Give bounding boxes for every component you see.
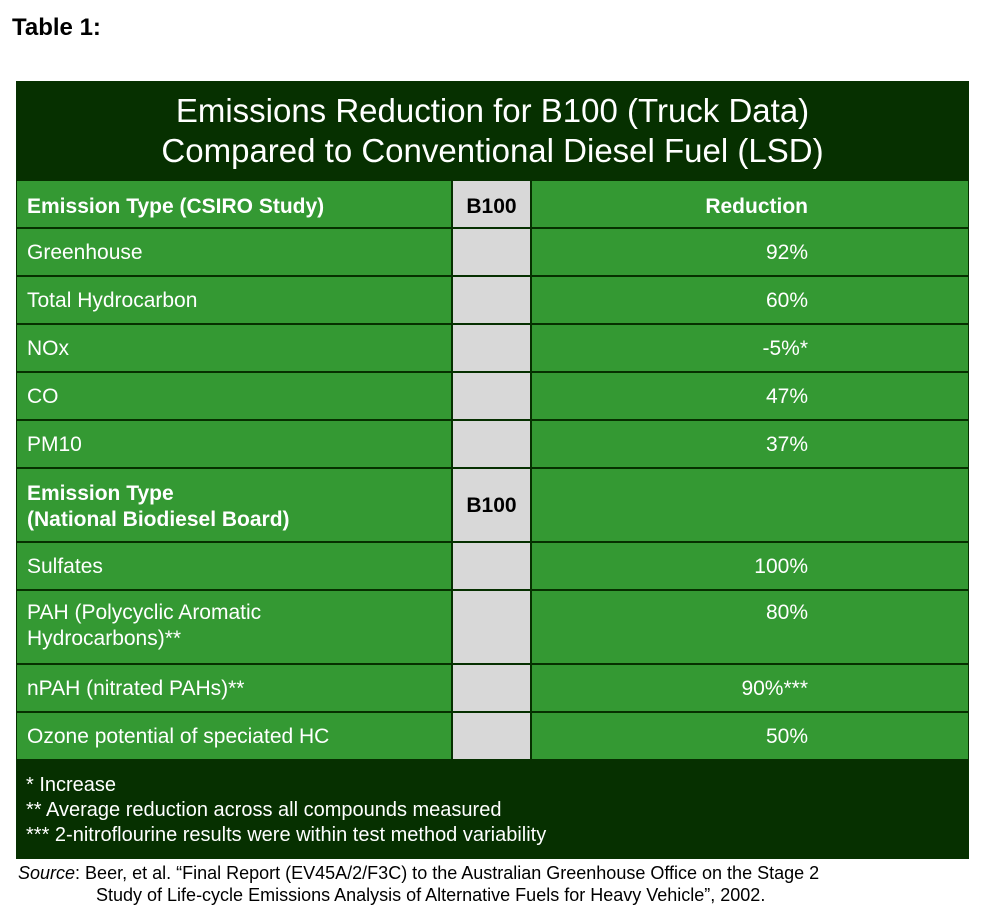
table-row: Total Hydrocarbon 60% (16, 277, 969, 323)
footnote: ** Average reduction across all compound… (26, 799, 502, 821)
title-line-1: Emissions Reduction for B100 (Truck Data… (175, 92, 810, 129)
emission-type: Ozone potential of speciated HC (27, 725, 330, 748)
reduction-value: 90%*** (741, 677, 808, 700)
source-text-line-1: : Beer, et al. “Final Report (EV45A/2/F3… (75, 863, 820, 883)
header-reduction: Reduction (705, 195, 808, 218)
table-grid: Emission Type (CSIRO Study) B100 Reducti… (16, 181, 969, 759)
source-text-line-2: Study of Life-cycle Emissions Analysis o… (96, 885, 766, 905)
emission-type: NOx (27, 337, 69, 360)
reduction-value: 50% (765, 725, 808, 748)
emission-type: PM10 (27, 433, 82, 456)
reduction-value: 47% (765, 385, 808, 408)
table-row: nPAH (nitrated PAHs)** 90%*** (16, 665, 969, 711)
source-citation: Source: Beer, et al. “Final Report (EV45… (18, 862, 968, 906)
table-subheader-row: Emission Type (National Biodiesel Board)… (16, 469, 969, 541)
table-row: Greenhouse 92% (16, 229, 969, 275)
subheader-emission-type: Emission Type (National Biodiesel Board) (27, 482, 290, 531)
table-row: Ozone potential of speciated HC 50% (16, 713, 969, 759)
table-row: Sulfates 100% (16, 543, 969, 589)
footnotes: * Increase ** Average reduction across a… (26, 773, 546, 848)
table-row: PM10 37% (16, 421, 969, 467)
table-header-row: Emission Type (CSIRO Study) B100 Reducti… (16, 181, 969, 227)
table-title: Emissions Reduction for B100 (Truck Data… (16, 91, 969, 171)
table-row: PAH (Polycyclic Aromatic Hydrocarbons)**… (16, 591, 969, 663)
subheader-fuel: B100 (466, 494, 517, 517)
reduction-value: 92% (765, 241, 808, 264)
reduction-value: 80% (765, 601, 808, 624)
source-label: Source (18, 863, 76, 883)
reduction-value: 60% (765, 289, 808, 312)
table-label: Table 1: (12, 14, 101, 41)
title-line-2: Compared to Conventional Diesel Fuel (LS… (161, 132, 824, 169)
footnote: *** 2-nitroflourine results were within … (26, 824, 547, 846)
table-row: NOx -5%* (16, 325, 969, 371)
header-fuel: B100 (466, 195, 517, 218)
table-row: CO 47% (16, 373, 969, 419)
reduction-value: 100% (754, 555, 808, 578)
emission-type: nPAH (nitrated PAHs)** (27, 677, 245, 700)
emission-type: PAH (Polycyclic Aromatic Hydrocarbons)** (27, 601, 262, 650)
reduction-value: -5%* (762, 337, 808, 360)
header-emission-type: Emission Type (CSIRO Study) (27, 195, 325, 218)
footnote: * Increase (26, 774, 117, 796)
emission-type: Total Hydrocarbon (27, 289, 198, 312)
emission-type: CO (27, 385, 59, 408)
reduction-value: 37% (765, 433, 808, 456)
emission-type: Sulfates (27, 555, 103, 578)
emissions-table: Emissions Reduction for B100 (Truck Data… (16, 81, 969, 859)
emission-type: Greenhouse (27, 241, 143, 264)
